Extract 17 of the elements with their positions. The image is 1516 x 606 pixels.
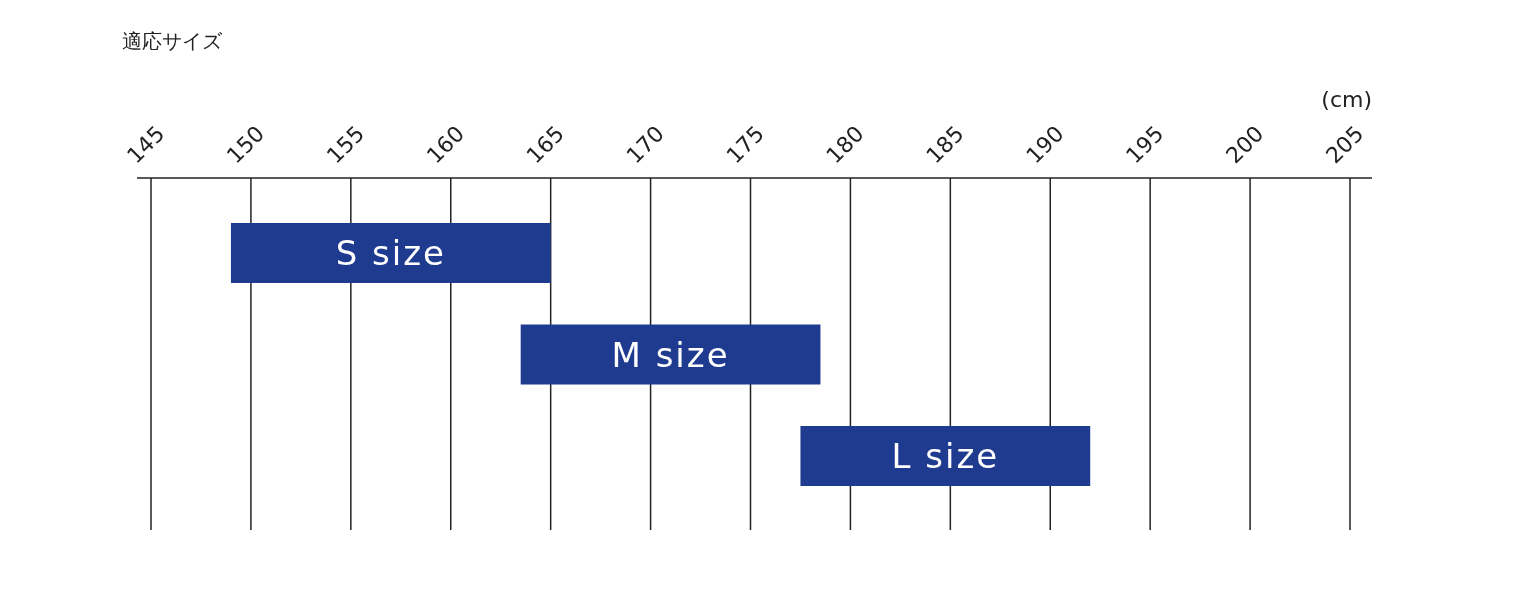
x-tick-label: 200 (1221, 121, 1269, 169)
x-tick-label: 185 (921, 121, 969, 169)
x-tick-label: 195 (1121, 121, 1169, 169)
chart-title: 適応サイズ (122, 29, 223, 53)
x-tick-label: 155 (321, 121, 370, 169)
x-tick-label: 180 (821, 121, 869, 169)
x-tick-label: 165 (521, 121, 570, 169)
x-tick-label: 190 (1021, 121, 1069, 169)
x-tick-label: 170 (621, 121, 669, 169)
x-tick-label: 175 (721, 121, 769, 169)
x-tick-label: 150 (221, 121, 270, 169)
x-tick-label: 160 (421, 121, 470, 169)
y-tick-label: S size (335, 233, 446, 273)
x-axis-title: (cm) (1321, 87, 1372, 112)
y-tick-label: L size (891, 436, 1000, 476)
x-tick-label: 145 (122, 121, 170, 169)
y-tick-label: M size (611, 334, 730, 375)
